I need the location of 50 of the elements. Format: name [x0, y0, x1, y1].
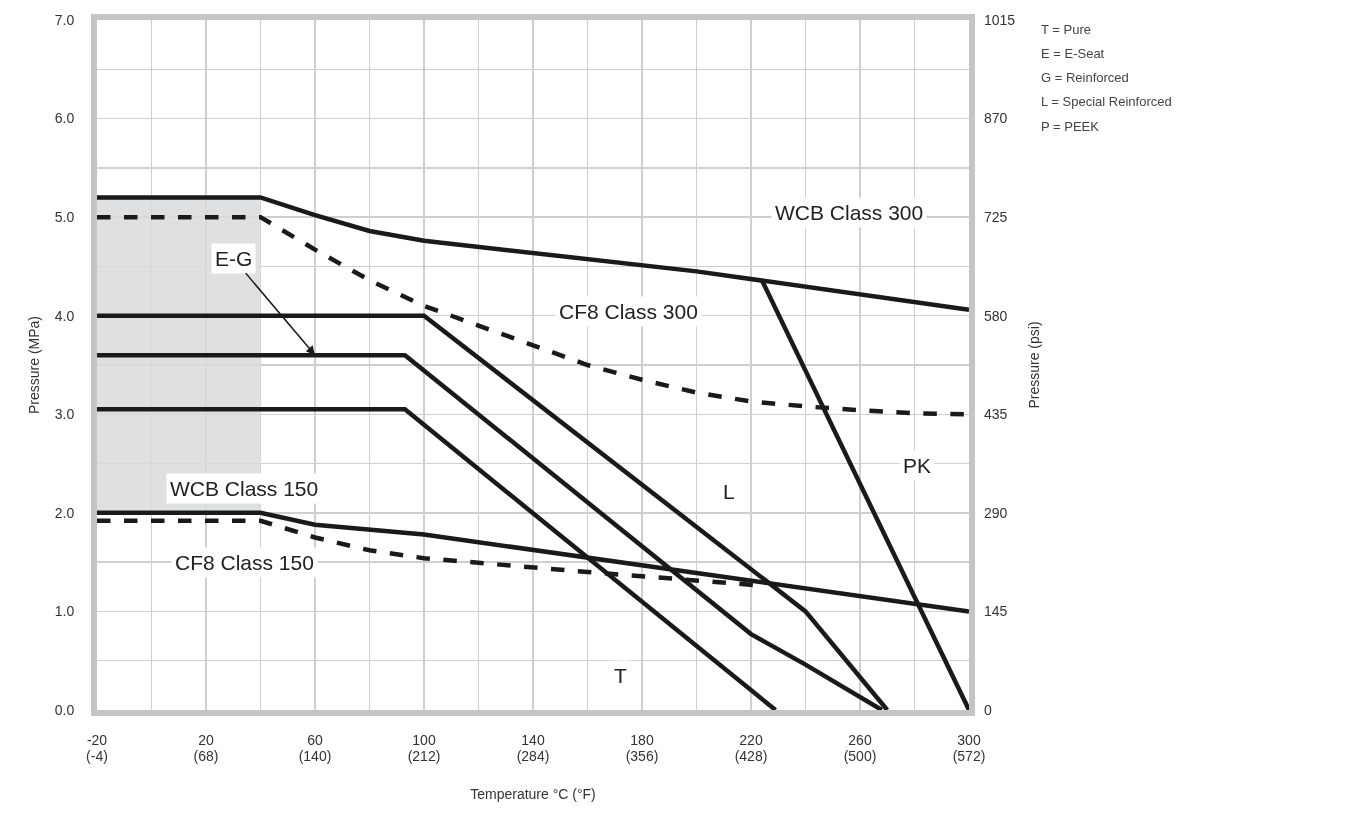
x2-tick-label: (428): [734, 748, 768, 764]
x-tick-label: 100: [412, 731, 436, 748]
y-tick-label: 5.0: [54, 209, 75, 226]
y2-tick-label: 145: [984, 603, 1008, 620]
x-tick-label: 300: [957, 731, 981, 748]
x2-tick-label: (212): [407, 748, 441, 764]
y-tick-label: 7.0: [54, 11, 75, 28]
x-tick-label: 220: [739, 731, 763, 748]
x2-tick-label: (68): [193, 748, 219, 764]
x-tick-label: -20: [86, 731, 108, 748]
x-tick-label: 180: [630, 731, 654, 748]
annotation: WCB Class 150: [170, 477, 319, 500]
y-tick-label: 2.0: [54, 504, 75, 521]
y2-tick-label: 1015: [984, 11, 1016, 28]
x2-tick-label: (356): [625, 748, 659, 764]
annotation: CF8 Class 300: [559, 300, 698, 323]
x-tick-label: 20: [198, 731, 214, 748]
annotation: CF8 Class 150: [175, 551, 314, 574]
text: E = E-Seat: [1041, 46, 1105, 61]
y-tick-label: 0.0: [54, 701, 75, 718]
y-axis-title: Pressure (MPa): [25, 315, 42, 415]
y2-tick-label: 580: [984, 307, 1008, 324]
y-tick-label: 3.0: [54, 406, 75, 423]
annotation: T: [614, 664, 627, 687]
annotation: PK: [903, 454, 932, 477]
y2-tick-label: 725: [984, 209, 1008, 226]
annotation: WCB Class 300: [775, 201, 924, 224]
y-tick-label: 1.0: [54, 603, 75, 620]
x-tick-label: 260: [848, 731, 872, 748]
text: P = PEEK: [1041, 119, 1100, 134]
x-axis-title: Temperature °C (°F): [470, 785, 596, 802]
x2-tick-label: (-4): [86, 748, 108, 764]
x2-tick-label: (572): [952, 748, 986, 764]
x-tick-label: 140: [521, 731, 545, 748]
text: G = Reinforced: [1041, 70, 1129, 85]
x2-tick-label: (140): [298, 748, 332, 764]
y2-tick-label: 870: [984, 110, 1008, 127]
x-tick-label: 60: [307, 731, 323, 748]
y-tick-label: 6.0: [54, 110, 75, 127]
x2-tick-label: (500): [843, 748, 877, 764]
y2-tick-label: 0: [984, 701, 992, 718]
text: L = Special Reinforced: [1041, 94, 1172, 109]
text: T = Pure: [1041, 22, 1091, 37]
y2-axis-title: Pressure (psi): [1025, 321, 1042, 409]
annotation: L: [723, 480, 735, 503]
y2-tick-label: 290: [984, 504, 1008, 521]
y2-tick-label: 435: [984, 406, 1008, 423]
annotation: E-G: [215, 247, 253, 270]
x2-tick-label: (284): [516, 748, 550, 764]
y-tick-label: 4.0: [54, 307, 75, 324]
